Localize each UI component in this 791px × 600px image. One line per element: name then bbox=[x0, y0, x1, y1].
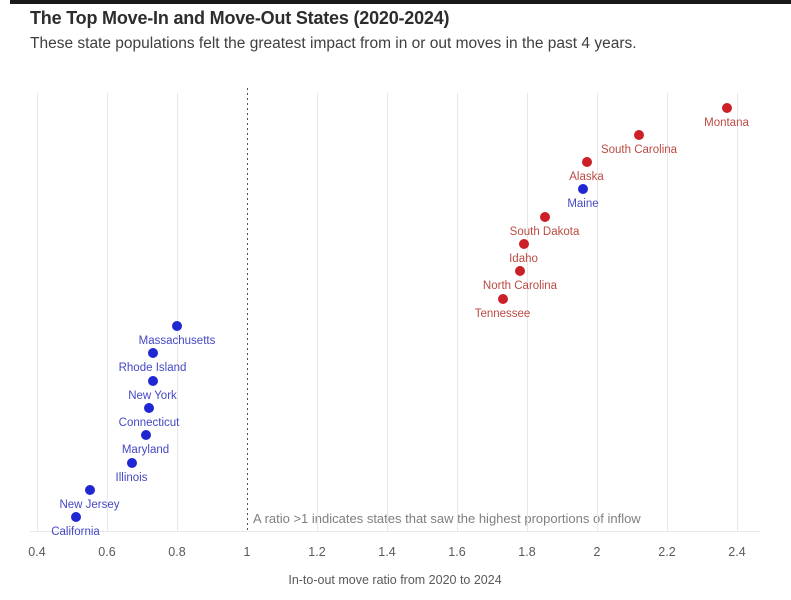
reference-dashed-line bbox=[246, 88, 248, 531]
x-tick-label: 1.4 bbox=[378, 545, 396, 559]
x-tick-label: 1.8 bbox=[518, 545, 536, 559]
state-label: California bbox=[51, 526, 100, 539]
gridline bbox=[526, 93, 528, 531]
data-point bbox=[70, 512, 81, 523]
state-label: Illinois bbox=[115, 471, 148, 484]
data-point bbox=[140, 430, 151, 441]
x-tick-label: 0.6 bbox=[98, 545, 116, 559]
annotation-note: A ratio >1 indicates states that saw the… bbox=[253, 511, 641, 526]
state-label: New Jersey bbox=[59, 498, 120, 511]
data-point bbox=[84, 484, 95, 495]
data-point bbox=[581, 157, 592, 168]
state-label: Tennessee bbox=[474, 307, 531, 320]
x-tick-label: 0.8 bbox=[168, 545, 186, 559]
gridline bbox=[386, 93, 388, 531]
state-label: Alaska bbox=[569, 171, 604, 184]
gridline bbox=[106, 93, 108, 531]
gridline bbox=[596, 93, 598, 531]
x-axis-title: In-to-out move ratio from 2020 to 2024 bbox=[288, 573, 502, 587]
data-point bbox=[172, 321, 182, 332]
state-label: Connecticut bbox=[118, 417, 180, 430]
x-tick-label: 2 bbox=[593, 545, 601, 559]
gridline bbox=[736, 93, 738, 531]
state-label: Maine bbox=[567, 198, 599, 211]
state-label: New York bbox=[128, 389, 177, 402]
data-point bbox=[497, 293, 508, 304]
gridline bbox=[666, 93, 668, 531]
data-point bbox=[147, 348, 158, 359]
x-tick-label: 1.6 bbox=[448, 545, 466, 559]
data-point bbox=[578, 184, 588, 195]
data-point bbox=[634, 129, 644, 140]
data-point bbox=[147, 375, 158, 386]
state-label: Maryland bbox=[121, 444, 170, 457]
chart-title: The Top Move-In and Move-Out States (202… bbox=[30, 8, 450, 28]
gridline bbox=[316, 93, 318, 531]
data-point bbox=[126, 457, 137, 468]
data-point bbox=[518, 239, 529, 250]
state-label: Idaho bbox=[509, 253, 538, 266]
state-label: North Carolina bbox=[482, 280, 558, 293]
state-label: South Dakota bbox=[509, 225, 580, 238]
x-axis-baseline bbox=[30, 531, 760, 532]
state-label: South Carolina bbox=[600, 143, 678, 156]
embed-top-border bbox=[10, 0, 791, 4]
state-label: Rhode Island bbox=[118, 362, 187, 375]
x-tick-label: 2.4 bbox=[728, 545, 746, 559]
data-point bbox=[721, 102, 732, 113]
x-tick-label: 2.2 bbox=[658, 545, 676, 559]
x-tick-label: 1.2 bbox=[308, 545, 326, 559]
chart-header: The Top Move-In and Move-Out States (202… bbox=[30, 6, 770, 54]
state-label: Massachusetts bbox=[138, 335, 216, 348]
gridline bbox=[176, 93, 178, 531]
chart-subtitle: These state populations felt the greates… bbox=[30, 35, 637, 52]
x-tick-label: 1 bbox=[243, 545, 251, 559]
x-tick-label: 0.4 bbox=[28, 545, 46, 559]
gridline bbox=[36, 93, 38, 531]
state-label: Montana bbox=[704, 116, 749, 129]
data-point bbox=[144, 403, 154, 414]
gridline bbox=[456, 93, 458, 531]
data-point bbox=[515, 266, 525, 277]
data-point bbox=[539, 211, 550, 222]
